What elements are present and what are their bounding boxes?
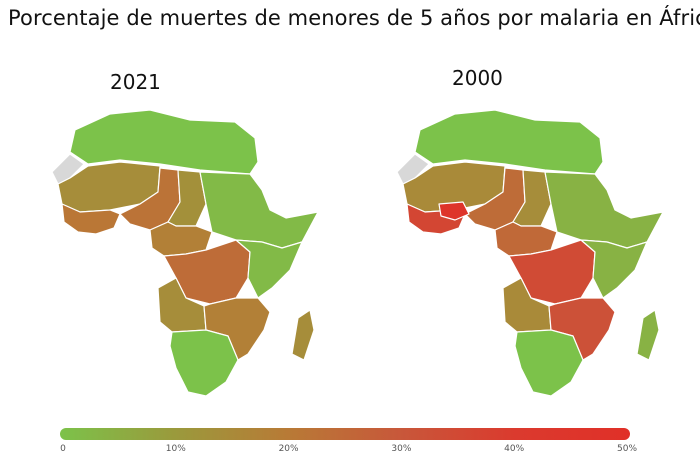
region-madagascar-2000 [636,309,660,361]
legend-tick-label: 40% [504,444,525,454]
map-year-label-2000: 2000 [452,66,503,90]
legend-tick-label: 20% [278,444,299,454]
region-western-sahara-2021 [51,153,85,185]
map-year-label-2021: 2021 [110,70,161,94]
region-central-west-2000 [494,221,558,257]
region-south-2021 [169,329,239,397]
legend-tick-label: 30% [391,444,412,454]
region-sudan-east-2000 [544,171,664,249]
region-south-2000 [514,329,584,397]
region-madagascar-2021 [291,309,315,361]
region-north-2000 [414,109,604,175]
region-central-west-2021 [149,221,213,257]
africa-map-2000-svg [396,109,664,397]
legend-color-scale [60,428,630,440]
region-guinea-coast-2021 [61,203,121,235]
region-burkina-2000 [438,201,470,221]
legend-tick-label: 50% [616,444,638,454]
region-east-horn-2021 [235,239,303,299]
legend-tick-label: 0 [60,444,66,454]
africa-map-2021-svg [51,109,319,397]
africa-map-2000 [345,92,675,402]
region-east-horn-2000 [580,239,648,299]
region-sudan-east-2021 [199,171,319,249]
chart-title: Porcentaje de muertes de menores de 5 añ… [8,6,700,30]
region-western-sahara-2000 [396,153,430,185]
legend-tick-label: 10% [165,444,186,454]
africa-map-2021 [0,92,330,402]
region-north-2021 [69,109,259,175]
